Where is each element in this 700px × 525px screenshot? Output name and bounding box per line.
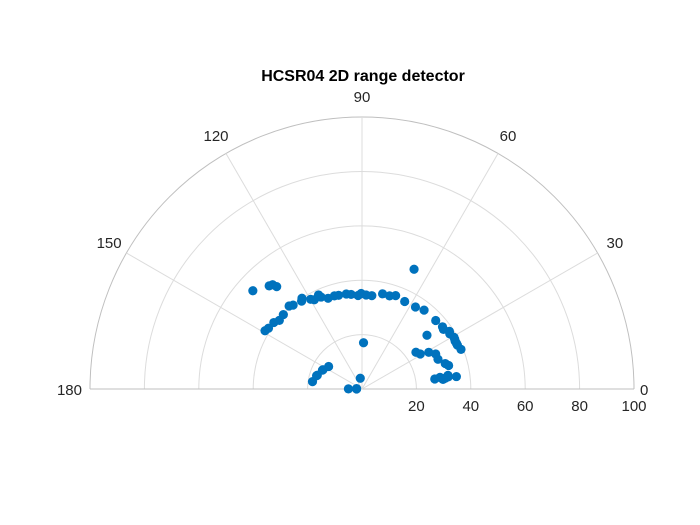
angle-tick-label: 0: [640, 382, 648, 399]
data-point: [424, 347, 434, 357]
data-point: [264, 281, 274, 291]
radius-tick-label: 20: [408, 398, 425, 415]
data-point: [377, 289, 388, 299]
data-point: [341, 289, 351, 299]
data-point: [440, 358, 450, 369]
radius-tick-label: 100: [621, 398, 646, 415]
angle-tick-label: 180: [57, 382, 82, 399]
data-point: [351, 384, 362, 394]
data-point: [358, 338, 369, 348]
radius-tick-label: 60: [517, 398, 534, 415]
data-point: [411, 347, 421, 357]
data-point: [431, 315, 441, 326]
data-point: [419, 305, 429, 315]
data-point: [384, 291, 395, 301]
data-point: [260, 326, 270, 336]
angle-tick-label: 120: [203, 128, 228, 145]
chart-title: HCSR04 2D range detector: [261, 68, 465, 85]
data-point: [430, 374, 440, 384]
data-point: [307, 377, 318, 387]
radius-tick-label: 40: [462, 398, 479, 415]
data-point: [410, 302, 421, 312]
data-point: [443, 370, 453, 380]
data-point: [355, 373, 365, 383]
data-point: [451, 371, 461, 382]
angle-grid-line: [361, 252, 598, 390]
data-point: [400, 296, 410, 307]
angle-grid-line: [225, 153, 363, 390]
data-point: [422, 330, 432, 340]
data-point: [343, 384, 354, 394]
angle-tick-label: 150: [97, 235, 122, 252]
data-point: [323, 293, 333, 303]
angle-tick-label: 60: [500, 128, 517, 145]
data-point: [431, 349, 441, 359]
data-point: [353, 290, 363, 301]
tick-labels: 0 30 60 90 120 150 180 20 40 60 80 100: [57, 89, 648, 415]
angle-tick-label: 90: [354, 89, 371, 106]
data-point: [297, 296, 307, 306]
data-point: [437, 322, 448, 332]
data-point: [409, 264, 419, 274]
angle-tick-label: 30: [607, 235, 624, 252]
data-points: [248, 264, 466, 394]
radius-tick-label: 80: [571, 398, 588, 415]
angle-grid-line: [361, 153, 499, 390]
data-point: [284, 301, 294, 311]
data-point: [248, 286, 258, 296]
polar-grid: [89, 116, 635, 390]
data-point: [306, 294, 316, 304]
